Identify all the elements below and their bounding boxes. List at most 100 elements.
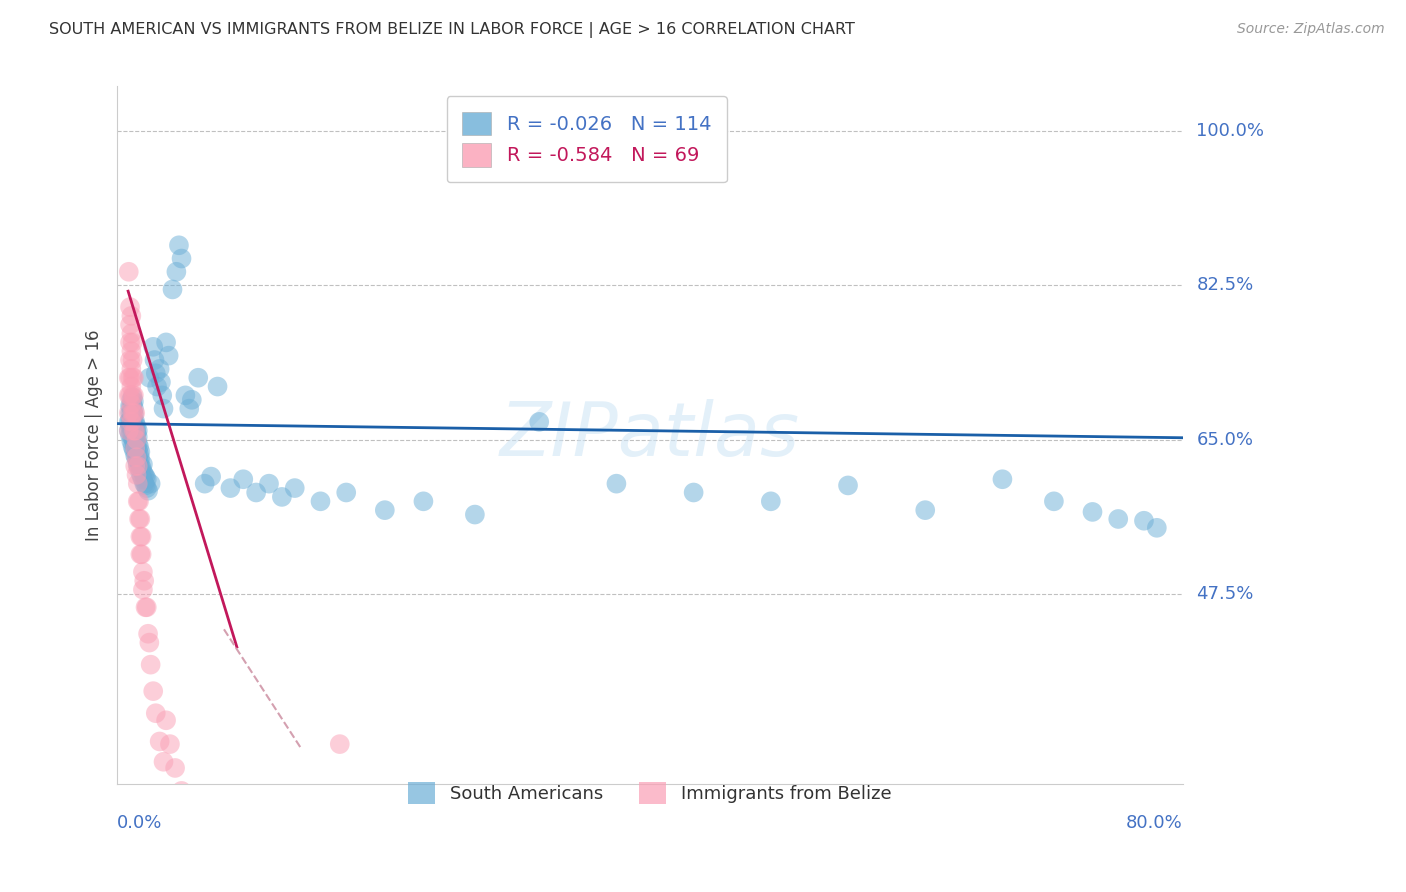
Point: [122, 408, 145, 422]
Point: [187, 370, 209, 384]
Point: [129, 458, 152, 473]
Point: [134, 574, 156, 588]
Point: [127, 458, 149, 473]
Point: [200, 469, 222, 483]
Point: [132, 582, 155, 597]
Point: [152, 755, 174, 769]
Point: [121, 390, 143, 404]
Point: [125, 445, 148, 459]
Point: [127, 457, 149, 471]
Point: [125, 452, 148, 467]
Point: [1081, 505, 1104, 519]
Point: [122, 406, 145, 420]
Point: [1107, 512, 1129, 526]
Point: [991, 472, 1014, 486]
Point: [914, 503, 936, 517]
Point: [170, 252, 193, 266]
Point: [134, 467, 156, 482]
Point: [145, 366, 167, 380]
Point: [134, 476, 156, 491]
Point: [139, 476, 162, 491]
Point: [120, 419, 142, 434]
Point: [157, 349, 180, 363]
Point: [120, 425, 142, 440]
Point: [155, 335, 177, 350]
Point: [162, 282, 184, 296]
Point: [120, 415, 142, 429]
Point: [129, 547, 152, 561]
Text: 0.0%: 0.0%: [117, 814, 163, 832]
Point: [122, 428, 145, 442]
Point: [135, 472, 157, 486]
Point: [120, 362, 142, 376]
Point: [145, 706, 167, 721]
Point: [136, 483, 159, 498]
Point: [127, 437, 149, 451]
Point: [200, 855, 222, 869]
Point: [128, 447, 150, 461]
Point: [139, 657, 162, 672]
Point: [121, 370, 143, 384]
Point: [174, 388, 197, 402]
Point: [120, 428, 142, 442]
Point: [127, 424, 149, 438]
Point: [120, 397, 142, 411]
Point: [121, 404, 143, 418]
Point: [120, 326, 142, 341]
Text: 80.0%: 80.0%: [1126, 814, 1182, 832]
Point: [121, 388, 143, 402]
Point: [329, 737, 352, 751]
Point: [257, 476, 280, 491]
Point: [194, 476, 217, 491]
Point: [124, 428, 146, 442]
Point: [122, 370, 145, 384]
Point: [335, 485, 357, 500]
Point: [120, 406, 142, 420]
Point: [118, 424, 141, 438]
Point: [1146, 521, 1168, 535]
Point: [127, 430, 149, 444]
Text: 100.0%: 100.0%: [1197, 121, 1264, 139]
Point: [122, 415, 145, 429]
Point: [118, 424, 141, 438]
Point: [121, 440, 143, 454]
Point: [150, 388, 173, 402]
Text: 65.0%: 65.0%: [1197, 431, 1254, 449]
Text: ZIPatlas: ZIPatlas: [499, 399, 800, 471]
Point: [134, 600, 156, 615]
Y-axis label: In Labor Force | Age > 16: In Labor Force | Age > 16: [86, 329, 103, 541]
Point: [132, 565, 155, 579]
Point: [128, 494, 150, 508]
Point: [129, 466, 152, 480]
Point: [179, 805, 201, 819]
Point: [152, 401, 174, 416]
Point: [122, 394, 145, 409]
Point: [131, 469, 153, 483]
Point: [120, 399, 142, 413]
Point: [124, 442, 146, 456]
Point: [120, 392, 142, 407]
Point: [120, 399, 142, 413]
Point: [120, 370, 142, 384]
Point: [120, 413, 142, 427]
Point: [118, 388, 141, 402]
Point: [464, 508, 486, 522]
Point: [122, 388, 145, 402]
Point: [124, 449, 146, 463]
Point: [245, 485, 267, 500]
Text: Source: ZipAtlas.com: Source: ZipAtlas.com: [1237, 22, 1385, 37]
Point: [118, 265, 141, 279]
Point: [120, 344, 142, 359]
Point: [142, 340, 165, 354]
Point: [212, 879, 235, 892]
Point: [120, 353, 142, 368]
Point: [121, 417, 143, 431]
Point: [167, 238, 190, 252]
Point: [529, 415, 551, 429]
Point: [122, 434, 145, 449]
Point: [138, 635, 160, 649]
Point: [179, 401, 201, 416]
Point: [134, 469, 156, 483]
Point: [149, 362, 172, 376]
Point: [124, 406, 146, 420]
